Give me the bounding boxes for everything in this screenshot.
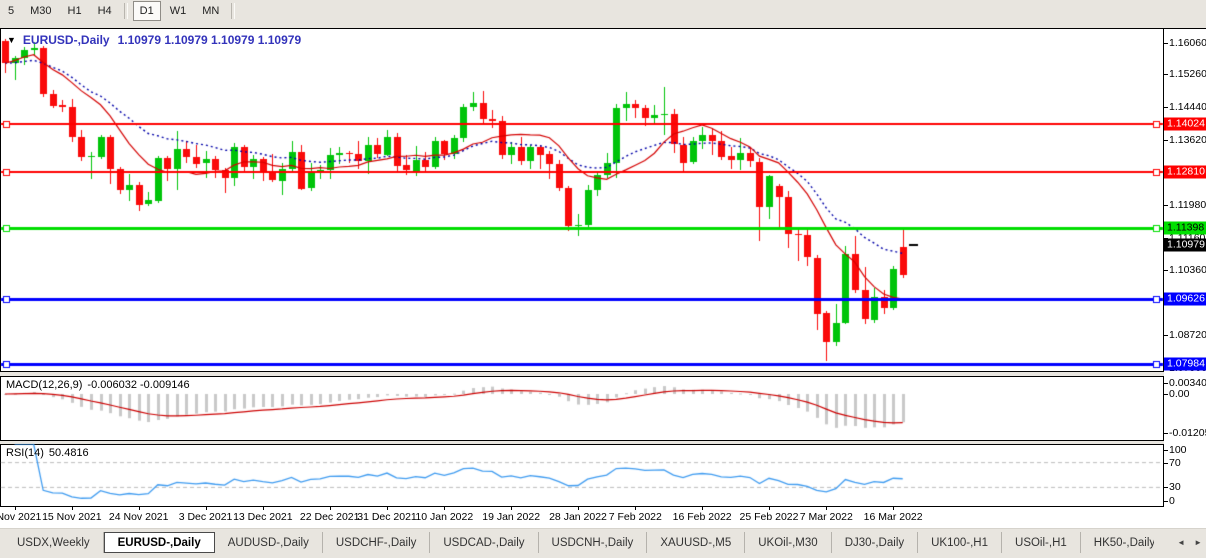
date-axis-label: 25 Feb 2022: [739, 511, 799, 523]
date-axis-tick-mark: [15, 507, 16, 510]
date-axis-tick-mark: [635, 507, 636, 510]
price-level-badge: 1.09626: [1164, 292, 1206, 306]
date-axis-label: 24 Nov 2021: [108, 511, 169, 523]
tab-scroll-left-icon[interactable]: ◄: [1177, 538, 1186, 547]
macd-axis-tick-mark: [1164, 433, 1168, 434]
price-axis-tick-label: 1.16060: [1169, 36, 1206, 49]
date-axis-label: 16 Mar 2022: [863, 511, 923, 523]
rsi-axis-label: 100: [1169, 444, 1187, 456]
date-axis-label: 3 Dec 2021: [178, 511, 233, 523]
date-axis-tick-mark: [578, 507, 579, 510]
macd-axis-label: 0.003408: [1169, 376, 1206, 389]
date-axis-label: 5 Nov 2021: [0, 511, 42, 523]
price-axis-tick-mark: [1164, 335, 1168, 336]
date-axis-label: 22 Dec 2021: [299, 511, 360, 523]
price-level-badge: 1.07984: [1164, 357, 1206, 371]
macd-axis-label: -0.012058: [1169, 427, 1206, 439]
date-axis-tick-mark: [206, 507, 207, 510]
price-axis-tick-mark: [1164, 107, 1168, 108]
date-axis-label: 16 Feb 2022: [672, 511, 732, 523]
rsi-label: RSI(14) 50.4816: [6, 447, 89, 459]
macd-values: -0.006032 -0.009146: [87, 379, 190, 391]
chart-title: ▼ EURUSD-,Daily 1.10979 1.10979 1.10979 …: [7, 33, 301, 47]
date-axis-label: 7 Mar 2022: [799, 511, 853, 523]
tab-scroll-right-icon[interactable]: ►: [1194, 538, 1202, 547]
date-axis-tick-mark: [769, 507, 770, 510]
date-axis-tick-mark: [444, 507, 445, 510]
date-axis-label: 7 Feb 2022: [608, 511, 662, 523]
price-axis-tick-label: 1.11980: [1169, 199, 1206, 212]
chart-title-collapse-icon[interactable]: ▼: [7, 35, 16, 45]
price-axis-tick-mark: [1164, 74, 1168, 75]
rsi-value: 50.4816: [48, 447, 89, 459]
price-level-badge: 1.11398: [1164, 221, 1206, 235]
macd-name: MACD(12,26,9): [6, 379, 83, 391]
price-axis-tick-label: 1.15260: [1169, 68, 1206, 81]
price-axis-tick-label: 1.14440: [1169, 101, 1206, 114]
rsi-axis-tick-mark: [1164, 450, 1168, 451]
date-axis-tick-mark: [330, 507, 331, 510]
rsi-name: RSI(14): [6, 447, 44, 459]
date-axis-label: 13 Dec 2021: [233, 511, 293, 523]
price-axis-tick-mark: [1164, 205, 1168, 206]
date-axis-label: 15 Nov 2021: [42, 511, 102, 523]
macd-axis-tick-mark: [1164, 394, 1168, 395]
chart-ohlc-values: 1.10979 1.10979 1.10979 1.10979: [117, 33, 302, 47]
chart-symbol-label: EURUSD-,Daily: [22, 33, 110, 47]
date-axis-tick-mark: [263, 507, 264, 510]
price-axis-tick-label: 1.08720: [1169, 328, 1206, 341]
price-axis-tick-mark: [1164, 43, 1168, 44]
current-price-badge: 1.10979: [1164, 238, 1206, 252]
date-axis-tick-mark: [139, 507, 140, 510]
date-axis-tick-mark: [826, 507, 827, 510]
price-axis-tick-label: 1.13620: [1169, 133, 1206, 146]
date-axis-label: 19 Jan 2022: [482, 511, 541, 523]
date-axis-label: 28 Jan 2022: [549, 511, 607, 523]
price-axis-tick-mark: [1164, 270, 1168, 271]
rsi-axis-label: 0: [1169, 495, 1175, 507]
rsi-axis-tick-mark: [1164, 487, 1168, 488]
date-axis-tick-mark: [702, 507, 703, 510]
price-axis-tick-mark: [1164, 140, 1168, 141]
macd-label: MACD(12,26,9) -0.006032 -0.009146: [6, 379, 190, 391]
date-axis-label: 31 Dec 2021: [357, 511, 417, 523]
rsi-axis-tick-mark: [1164, 463, 1168, 464]
price-level-badge: 1.12810: [1164, 165, 1206, 179]
price-level-badge: 1.14024: [1164, 117, 1206, 131]
macd-axis-tick-mark: [1164, 383, 1168, 384]
rsi-axis-label: 70: [1169, 456, 1181, 469]
date-axis-tick-mark: [511, 507, 512, 510]
date-axis-label: 10 Jan 2022: [415, 511, 474, 523]
date-axis-tick-mark: [893, 507, 894, 510]
tab-scroll-arrows: ◄ ►: [1177, 538, 1202, 547]
rsi-axis-tick-mark: [1164, 501, 1168, 502]
rsi-axis-label: 30: [1169, 481, 1181, 494]
macd-axis-label: 0.00: [1169, 388, 1190, 400]
price-axis-tick-label: 1.10360: [1169, 263, 1206, 276]
date-axis-tick-mark: [72, 507, 73, 510]
date-axis-tick-mark: [387, 507, 388, 510]
